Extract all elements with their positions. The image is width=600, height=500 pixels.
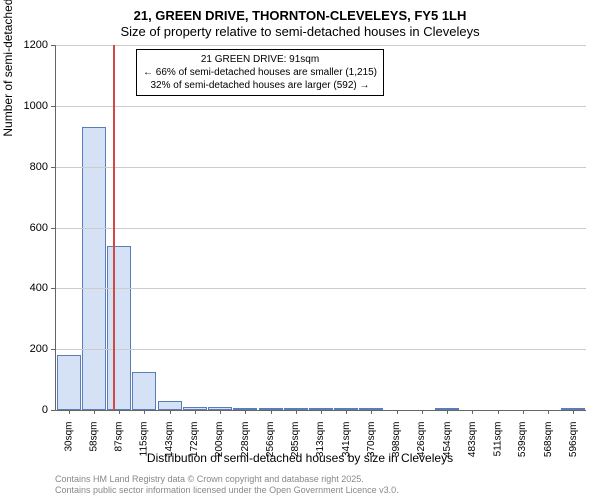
ytick-mark xyxy=(51,106,55,107)
chart-title-line1: 21, GREEN DRIVE, THORNTON-CLEVELEYS, FY5… xyxy=(0,8,600,23)
ytick-mark xyxy=(51,288,55,289)
xtick-mark xyxy=(245,410,246,414)
annotation-line3: 32% of semi-detached houses are larger (… xyxy=(143,79,377,92)
annotation-line1: 21 GREEN DRIVE: 91sqm xyxy=(143,53,377,66)
xtick-mark xyxy=(346,410,347,414)
x-axis-label: Distribution of semi-detached houses by … xyxy=(0,451,600,465)
xtick-label: 30sqm xyxy=(63,422,74,452)
ytick-mark xyxy=(51,167,55,168)
gridline xyxy=(56,349,586,350)
xtick-mark xyxy=(195,410,196,414)
xtick-mark xyxy=(397,410,398,414)
gridline xyxy=(56,167,586,168)
xtick-mark xyxy=(422,410,423,414)
gridline xyxy=(56,288,586,289)
xtick-mark xyxy=(271,410,272,414)
plot-area: 21 GREEN DRIVE: 91sqm ← 66% of semi-deta… xyxy=(55,45,586,411)
ytick-mark xyxy=(51,228,55,229)
ytick-mark xyxy=(51,45,55,46)
footer-text: Contains HM Land Registry data © Crown c… xyxy=(55,474,399,496)
ytick-label: 200 xyxy=(30,343,48,355)
gridline xyxy=(56,228,586,229)
xtick-label: 58sqm xyxy=(88,422,99,452)
ytick-label: 1000 xyxy=(24,100,48,112)
gridline xyxy=(56,106,586,107)
histogram-bar xyxy=(107,246,131,410)
footer-line2: Contains public sector information licen… xyxy=(55,485,399,496)
xtick-mark xyxy=(144,410,145,414)
xtick-mark xyxy=(548,410,549,414)
ytick-label: 400 xyxy=(30,282,48,294)
histogram-bar xyxy=(82,127,106,410)
xtick-label: 87sqm xyxy=(114,422,125,452)
ytick-mark xyxy=(51,410,55,411)
ytick-mark xyxy=(51,349,55,350)
y-axis-label: Number of semi-detached properties xyxy=(1,0,15,137)
xtick-mark xyxy=(447,410,448,414)
xtick-mark xyxy=(119,410,120,414)
xtick-mark xyxy=(170,410,171,414)
annotation-line2: ← 66% of semi-detached houses are smalle… xyxy=(143,66,377,79)
histogram-bar xyxy=(57,355,81,410)
histogram-bar xyxy=(132,372,156,410)
xtick-mark xyxy=(69,410,70,414)
ytick-label: 600 xyxy=(30,222,48,234)
xtick-mark xyxy=(371,410,372,414)
xtick-mark xyxy=(296,410,297,414)
footer-line1: Contains HM Land Registry data © Crown c… xyxy=(55,474,399,485)
annotation-box: 21 GREEN DRIVE: 91sqm ← 66% of semi-deta… xyxy=(136,49,384,96)
xtick-mark xyxy=(523,410,524,414)
xtick-mark xyxy=(573,410,574,414)
xtick-mark xyxy=(498,410,499,414)
xtick-mark xyxy=(472,410,473,414)
chart-title-line2: Size of property relative to semi-detach… xyxy=(0,24,600,39)
chart-container: 21, GREEN DRIVE, THORNTON-CLEVELEYS, FY5… xyxy=(0,0,600,500)
ytick-label: 1200 xyxy=(24,39,48,51)
xtick-mark xyxy=(321,410,322,414)
ytick-label: 0 xyxy=(42,404,48,416)
gridline xyxy=(56,45,586,46)
xtick-mark xyxy=(94,410,95,414)
histogram-bar xyxy=(158,401,182,410)
marker-line xyxy=(113,45,115,410)
ytick-label: 800 xyxy=(30,161,48,173)
xtick-mark xyxy=(220,410,221,414)
